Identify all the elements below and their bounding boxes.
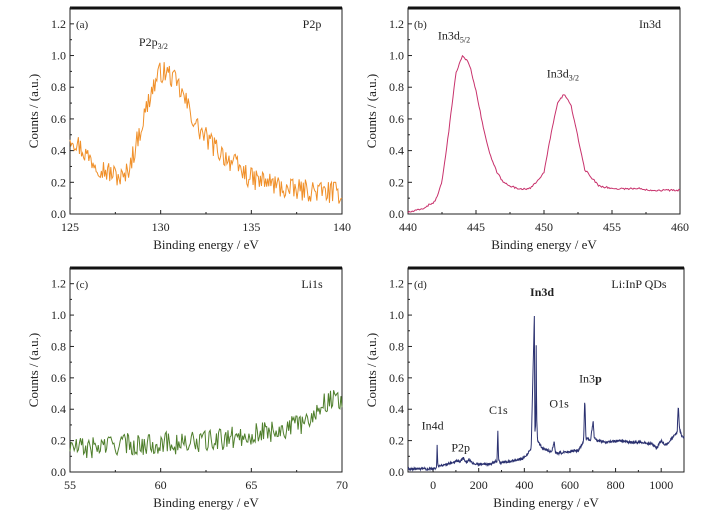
y-tick-label: 1.0 (51, 49, 66, 63)
spectrum-label: In3d (639, 17, 661, 31)
y-tick-label: 0.2 (389, 175, 404, 189)
spectrum-label: Li:InP QDs (611, 277, 667, 291)
panel-label: (a) (76, 19, 89, 31)
y-tick-label: 1.2 (389, 277, 404, 291)
y-axis-label: Counts / (a.u.) (364, 74, 379, 148)
x-tick-label: 1000 (649, 478, 673, 492)
peak-annotation: In3d3/2 (547, 67, 579, 83)
peak-annotation: In3d (530, 285, 554, 299)
panel-b: 0.0 0.2 0.4 0.6 0.8 1.0 1.2 440 445 450 455 460 Bind… (364, 6, 689, 252)
y-tick-label: 0.4 (51, 144, 66, 158)
y-tick-label: 0.0 (51, 207, 66, 221)
y-tick-label: 1.0 (389, 49, 404, 63)
x-tick-label: 55 (64, 478, 76, 492)
y-tick-label: 0.6 (389, 112, 404, 126)
x-tick-label: 400 (515, 478, 533, 492)
y-axis-label: Counts / (a.u.) (26, 333, 41, 407)
y-tick-label: 0.2 (51, 175, 66, 189)
y-tick-label: 1.0 (389, 308, 404, 322)
spectrum-label: P2p (303, 17, 322, 31)
spectrum-line (69, 390, 343, 459)
peak-annotation: In4d (422, 419, 444, 433)
spectrum-label: Li1s (301, 277, 323, 291)
y-tick-label: 0.4 (389, 144, 404, 158)
x-tick-label: 65 (245, 478, 257, 492)
y-tick-label: 0.4 (51, 402, 66, 416)
y-tick-label: 0.6 (51, 371, 66, 385)
y-tick-label: 0.0 (389, 207, 404, 221)
y-tick-label: 0.2 (51, 434, 66, 448)
y-tick-label: 0.6 (51, 112, 66, 126)
peak-annotation: O1s (549, 397, 569, 411)
y-tick-label: 1.2 (51, 17, 66, 31)
panel-c: 0.0 0.2 0.4 0.6 0.8 1.0 1.2 55 60 65 70 Binding ene… (26, 266, 348, 510)
panel-label: (c) (76, 279, 89, 291)
spectrum-line (69, 62, 343, 204)
x-axis-label: Binding energy / eV (153, 495, 259, 510)
peak-annotation: In3p (579, 372, 602, 386)
y-tick-label: 0.8 (389, 339, 404, 353)
x-tick-label: 800 (607, 478, 625, 492)
x-tick-label: 140 (333, 220, 351, 234)
y-tick-label: 0.0 (389, 465, 404, 479)
x-tick-label: 130 (152, 220, 170, 234)
y-axis-label: Counts / (a.u.) (364, 333, 379, 407)
x-tick-label: 600 (561, 478, 579, 492)
y-tick-label: 0.2 (389, 434, 404, 448)
x-tick-label: 200 (470, 478, 488, 492)
y-tick-label: 0.6 (389, 371, 404, 385)
spectrum-line (407, 54, 681, 214)
x-axis-label: Binding energy / eV (493, 495, 599, 510)
peak-annotation: P2p3/2 (139, 35, 168, 51)
x-tick-label: 460 (671, 220, 689, 234)
spectrum-line (407, 315, 685, 472)
peak-annotation: C1s (489, 403, 508, 417)
panel-label: (d) (414, 279, 427, 291)
peak-annotation: In3d5/2 (438, 29, 470, 45)
y-axis-label: Counts / (a.u.) (26, 74, 41, 148)
x-tick-label: 135 (242, 220, 260, 234)
panel-label: (b) (414, 19, 427, 31)
y-tick-label: 0.8 (389, 80, 404, 94)
x-tick-label: 60 (155, 478, 167, 492)
y-tick-label: 1.0 (51, 308, 66, 322)
y-tick-label: 1.2 (389, 17, 404, 31)
x-tick-label: 445 (467, 220, 485, 234)
y-tick-label: 0.4 (389, 402, 404, 416)
x-tick-label: 440 (399, 220, 417, 234)
y-tick-label: 1.2 (51, 277, 66, 291)
y-tick-label: 0.8 (51, 339, 66, 353)
x-tick-label: 0 (430, 478, 436, 492)
x-axis-label: Binding energy / eV (153, 237, 259, 252)
x-tick-label: 455 (603, 220, 621, 234)
y-tick-label: 0.0 (51, 465, 66, 479)
x-tick-label: 70 (336, 478, 348, 492)
x-tick-label: 125 (61, 220, 79, 234)
x-axis-label: Binding energy / eV (491, 237, 597, 252)
x-tick-label: 450 (535, 220, 553, 234)
peak-annotation: P2p (451, 441, 470, 455)
panel-a: 0.0 0.2 0.4 0.6 0.8 1.0 1.2 125 130 135 140 Binding… (26, 6, 351, 252)
panel-d: 0.0 0.2 0.4 0.6 0.8 1.0 1.2 0 200 400 600 800 1000 Bi… (364, 266, 685, 510)
y-tick-label: 0.8 (51, 80, 66, 94)
